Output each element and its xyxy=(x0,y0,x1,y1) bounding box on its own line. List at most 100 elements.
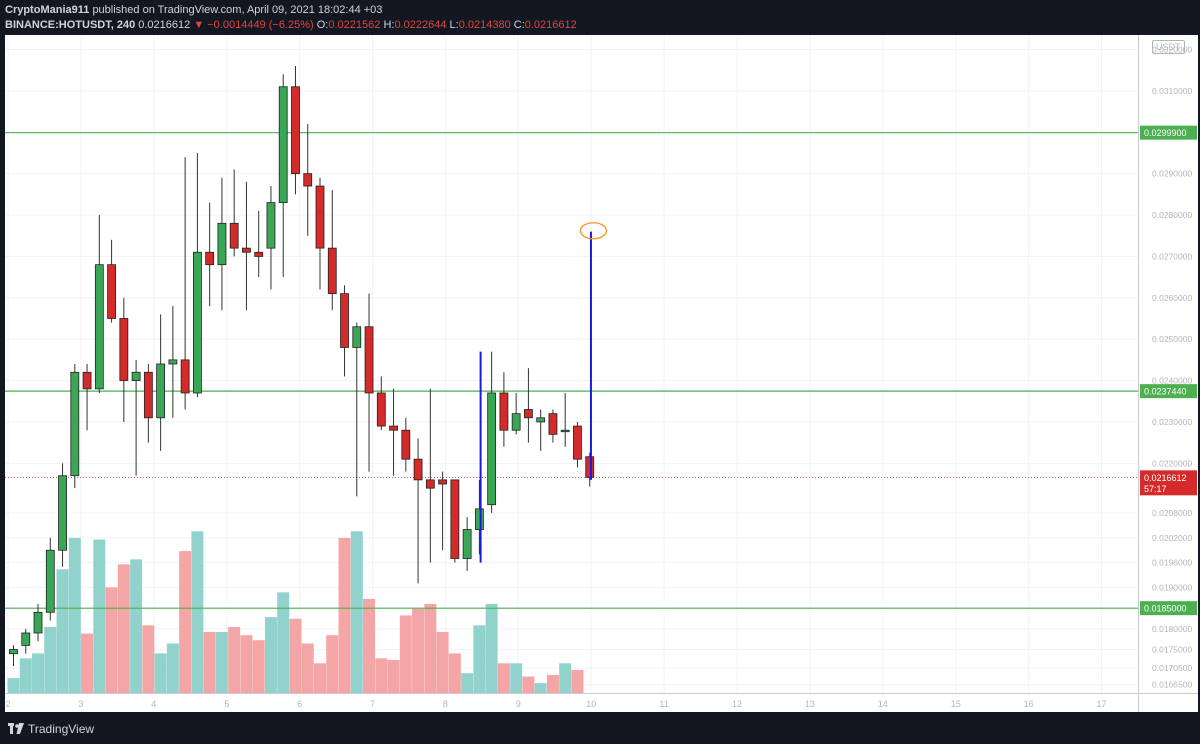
price-tick-label: 0.0166500 xyxy=(1152,680,1192,690)
candle-body xyxy=(278,86,288,204)
volume-bar xyxy=(93,539,106,693)
candle-body xyxy=(180,359,190,394)
candle xyxy=(94,215,104,393)
price-axis-scale[interactable]: 0.0320000 0.0310000 0.0290000 0.0280000 0.02… xyxy=(1139,35,1198,693)
price-tick-label: 0.0260000 xyxy=(1152,293,1192,303)
volume-bar xyxy=(56,569,69,693)
candle-body xyxy=(82,371,92,390)
candle xyxy=(82,364,92,431)
candle-body xyxy=(462,529,472,559)
time-axis[interactable]: 2 3 4 5 6 7 8 9 10 11 12 13 14 15 16 17 xyxy=(5,693,1138,713)
candle-body xyxy=(401,429,411,460)
volume-bar xyxy=(510,663,523,693)
volume-bar xyxy=(546,674,559,693)
candle xyxy=(524,368,533,443)
footer-brand[interactable]: TradingView xyxy=(28,722,95,736)
volume-bar xyxy=(448,653,461,693)
open-value: 0.0221562 xyxy=(328,19,381,31)
price-axis[interactable]: 0.0320000 0.0310000 0.0290000 0.0280000 0.02… xyxy=(1138,35,1198,693)
time-tick-label: 9 xyxy=(516,699,521,709)
candle xyxy=(58,463,67,567)
volume-bar xyxy=(81,633,94,693)
candle-body xyxy=(254,251,264,257)
price-tick-label: 0.0175000 xyxy=(1152,645,1192,655)
time-tick-label: 10 xyxy=(586,699,596,709)
candle-body xyxy=(229,222,239,249)
chart-pane[interactable] xyxy=(5,35,1138,693)
candle-body xyxy=(487,392,497,506)
time-tick-label: 16 xyxy=(1024,699,1034,709)
candle-body xyxy=(376,392,386,427)
volume-bar xyxy=(301,643,314,693)
footer-bar: TradingView xyxy=(0,712,1200,744)
candle-body xyxy=(499,392,509,431)
candle-body xyxy=(291,86,300,175)
candlestick-chart[interactable] xyxy=(5,35,1138,693)
candle-body xyxy=(217,222,227,266)
volume-bar xyxy=(117,564,130,693)
volume-bar xyxy=(215,631,228,693)
volume-bar xyxy=(363,598,376,693)
candle xyxy=(21,628,31,654)
candle-body xyxy=(156,363,166,419)
candle xyxy=(192,152,202,398)
candle xyxy=(168,306,178,418)
candle xyxy=(573,421,582,468)
price-tick-label: 0.0220000 xyxy=(1152,458,1192,468)
time-tick-label: 6 xyxy=(297,699,302,709)
volume-bar xyxy=(240,635,253,693)
price-tick-label: 0.0230000 xyxy=(1152,417,1192,427)
candle-body xyxy=(192,251,202,394)
price-tick-label: 0.0290000 xyxy=(1152,169,1192,179)
candle-body xyxy=(327,247,337,295)
candle-body xyxy=(303,173,313,187)
volume-bar xyxy=(32,653,45,693)
time-tick-label: 8 xyxy=(443,699,448,709)
candle xyxy=(180,157,190,410)
candle xyxy=(217,177,227,311)
candle-countdown: 57:17 xyxy=(1144,484,1167,494)
time-tick-label: 13 xyxy=(805,699,815,709)
candle xyxy=(291,66,300,195)
candle-body xyxy=(450,479,460,559)
time-tick-label: 14 xyxy=(878,699,888,709)
candle-body xyxy=(131,371,141,381)
price-tick-label: 0.0280000 xyxy=(1152,210,1192,220)
time-tick-label: 5 xyxy=(224,699,229,709)
symbol-label[interactable]: BINANCE:HOTUSDT, 240 xyxy=(5,19,136,31)
candle-body xyxy=(9,649,18,655)
tradingview-logo-icon xyxy=(8,723,24,734)
volume-bar xyxy=(436,631,449,693)
volume-bar xyxy=(375,658,388,693)
candle xyxy=(585,452,595,487)
volume-bar xyxy=(314,663,326,693)
low-label: L: xyxy=(449,19,459,31)
level-price-label: 0.0237440 xyxy=(1144,387,1187,397)
currency-badge[interactable]: USDT xyxy=(1152,40,1185,54)
volume-bar xyxy=(19,658,32,693)
candle xyxy=(364,293,374,472)
candle-body xyxy=(536,417,546,423)
price-tick-label: 0.0250000 xyxy=(1152,334,1192,344)
candle xyxy=(340,285,349,377)
candle-body xyxy=(33,611,43,634)
high-value: 0.0222644 xyxy=(394,19,447,31)
publisher-name[interactable]: CryptoMania911 xyxy=(5,4,90,16)
candle-body xyxy=(585,456,595,478)
volume-bar xyxy=(522,676,535,693)
time-axis-scale[interactable]: 2 3 4 5 6 7 8 9 10 11 12 13 14 15 16 17 xyxy=(5,694,1138,713)
candle xyxy=(438,471,448,551)
candle-body xyxy=(389,425,398,431)
price-tick-label: 0.0170500 xyxy=(1152,663,1192,673)
volume-bar xyxy=(154,653,167,693)
candle-body xyxy=(58,475,67,551)
volume-bar xyxy=(228,627,241,693)
current-price-tag xyxy=(1140,470,1197,496)
price-change: ▼ −0.0014449 (−6.25%) xyxy=(193,19,314,31)
candle-body xyxy=(425,479,435,489)
volume-bar xyxy=(130,559,143,693)
level-price-tag xyxy=(1140,125,1197,140)
level-price-label: 0.0185000 xyxy=(1144,604,1187,614)
volume-bar xyxy=(44,627,57,693)
candle-body xyxy=(242,247,251,253)
